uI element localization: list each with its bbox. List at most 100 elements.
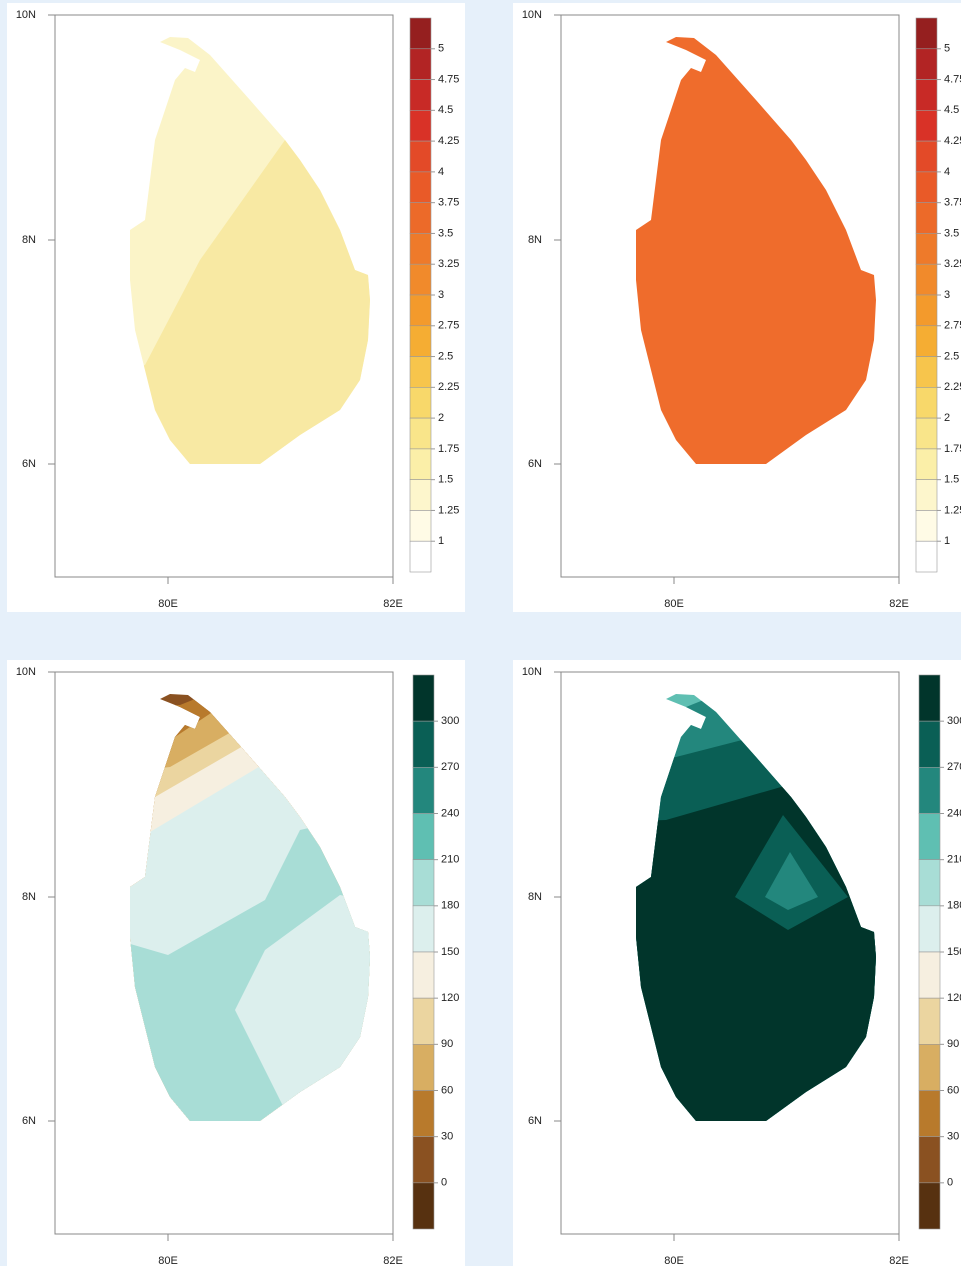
colorbar-label: 3: [944, 289, 950, 301]
colorbar-box: [412, 720, 435, 768]
lat-label: 8N: [528, 891, 542, 903]
colorbar-box: [918, 720, 941, 768]
colorbar-label: 3.5: [438, 227, 453, 239]
colorbar-label: 0: [947, 1177, 953, 1189]
colorbar-label: 90: [441, 1038, 453, 1050]
colorbar-box: [918, 951, 941, 999]
colorbar-box: [409, 479, 432, 511]
colorbar-box: [915, 325, 938, 357]
lat-label: 6N: [528, 458, 542, 470]
colorbar-box: [915, 233, 938, 265]
colorbar-box: [412, 767, 435, 814]
colorbar-label: 4.75: [438, 73, 459, 85]
colorbar-label: 4.5: [438, 104, 453, 116]
colorbar-box: [412, 859, 435, 907]
map-region: [130, 140, 370, 464]
colorbar-box: [915, 540, 938, 573]
lon-label: 82E: [889, 598, 909, 610]
colorbar-box: [915, 17, 938, 50]
colorbar-box: [409, 110, 432, 142]
colorbar-box: [412, 951, 435, 999]
colorbar-label: 270: [441, 761, 459, 773]
lat-label: 8N: [528, 234, 542, 246]
colorbar-label: 3.75: [944, 197, 961, 209]
map-region: [765, 852, 818, 910]
colorbar-label: 3.5: [944, 227, 959, 239]
colorbar-label: 1.5: [944, 474, 959, 486]
lat-label: 6N: [528, 1115, 542, 1127]
colorbar-label: 300: [947, 715, 961, 727]
colorbar-box: [412, 1044, 435, 1091]
colorbar-box: [918, 674, 941, 722]
colorbar-box: [409, 325, 432, 357]
colorbar-label: 180: [441, 900, 459, 912]
lat-label: 6N: [22, 1115, 36, 1127]
lon-label: 82E: [383, 1255, 403, 1266]
colorbar-box: [918, 767, 941, 814]
colorbar-box: [409, 540, 432, 573]
colorbar-label: 150: [947, 946, 961, 958]
colorbar-label: 2.25: [944, 381, 961, 393]
colorbar-label: 1.25: [438, 504, 459, 516]
colorbar-label: 4.5: [944, 104, 959, 116]
colorbar-box: [915, 171, 938, 203]
colorbar-label: 180: [947, 900, 961, 912]
colorbar-box: [409, 356, 432, 388]
map-frame: [54, 671, 394, 1235]
colorbar-label: 3: [438, 289, 444, 301]
colorbar-box: [918, 997, 941, 1045]
colorbar-box: [918, 1044, 941, 1091]
lon-label: 80E: [664, 1255, 684, 1266]
colorbar-box: [918, 905, 941, 953]
lon-label: 82E: [889, 1255, 909, 1266]
colorbar-label: 1.75: [944, 443, 961, 455]
colorbar-box: [915, 48, 938, 80]
colorbar-box: [915, 79, 938, 111]
colorbar-box: [918, 813, 941, 860]
colorbar-label: 240: [947, 807, 961, 819]
lat-label: 6N: [22, 458, 36, 470]
colorbar-label: 5: [944, 43, 950, 55]
colorbar-label: 3.25: [438, 258, 459, 270]
colorbar-label: 4.25: [438, 135, 459, 147]
colorbar-label: 60: [441, 1084, 453, 1096]
colorbar-box: [409, 448, 432, 480]
lat-label: 10N: [522, 666, 542, 678]
colorbar-label: 4.75: [944, 73, 961, 85]
colorbar-label: 2.75: [944, 320, 961, 332]
colorbar-label: 210: [947, 854, 961, 866]
colorbar-box: [918, 1090, 941, 1137]
colorbar-box: [915, 140, 938, 173]
colorbar-box: [915, 448, 938, 480]
colorbar-label: 4: [944, 166, 950, 178]
colorbar-label: 1: [438, 535, 444, 547]
lon-label: 82E: [383, 598, 403, 610]
colorbar-box: [412, 813, 435, 860]
map-panel: 10N 8N 6N 80E 82E 5 4.75 4.5 4.25 4 3.75 3.5 3.25 3 2.…: [513, 3, 961, 612]
colorbar-label: 210: [441, 854, 459, 866]
colorbar-box: [918, 1136, 941, 1184]
map-frame: [560, 671, 900, 1235]
colorbar-box: [915, 110, 938, 142]
lat-label: 10N: [16, 9, 36, 21]
lat-label: 10N: [16, 666, 36, 678]
colorbar-box: [412, 1182, 435, 1230]
colorbar-label: 1.5: [438, 474, 453, 486]
colorbar-box: [409, 17, 432, 50]
colorbar-label: 270: [947, 761, 961, 773]
colorbar-label: 90: [947, 1038, 959, 1050]
colorbar-box: [915, 356, 938, 388]
colorbar-box: [412, 1136, 435, 1184]
colorbar-label: 240: [441, 807, 459, 819]
colorbar-label: 30: [441, 1131, 453, 1143]
colorbar-box: [915, 510, 938, 542]
colorbar-label: 2: [438, 412, 444, 424]
colorbar-box: [409, 48, 432, 80]
colorbar-box: [915, 294, 938, 327]
colorbar-box: [409, 233, 432, 265]
colorbar-label: 150: [441, 946, 459, 958]
colorbar-box: [409, 171, 432, 203]
